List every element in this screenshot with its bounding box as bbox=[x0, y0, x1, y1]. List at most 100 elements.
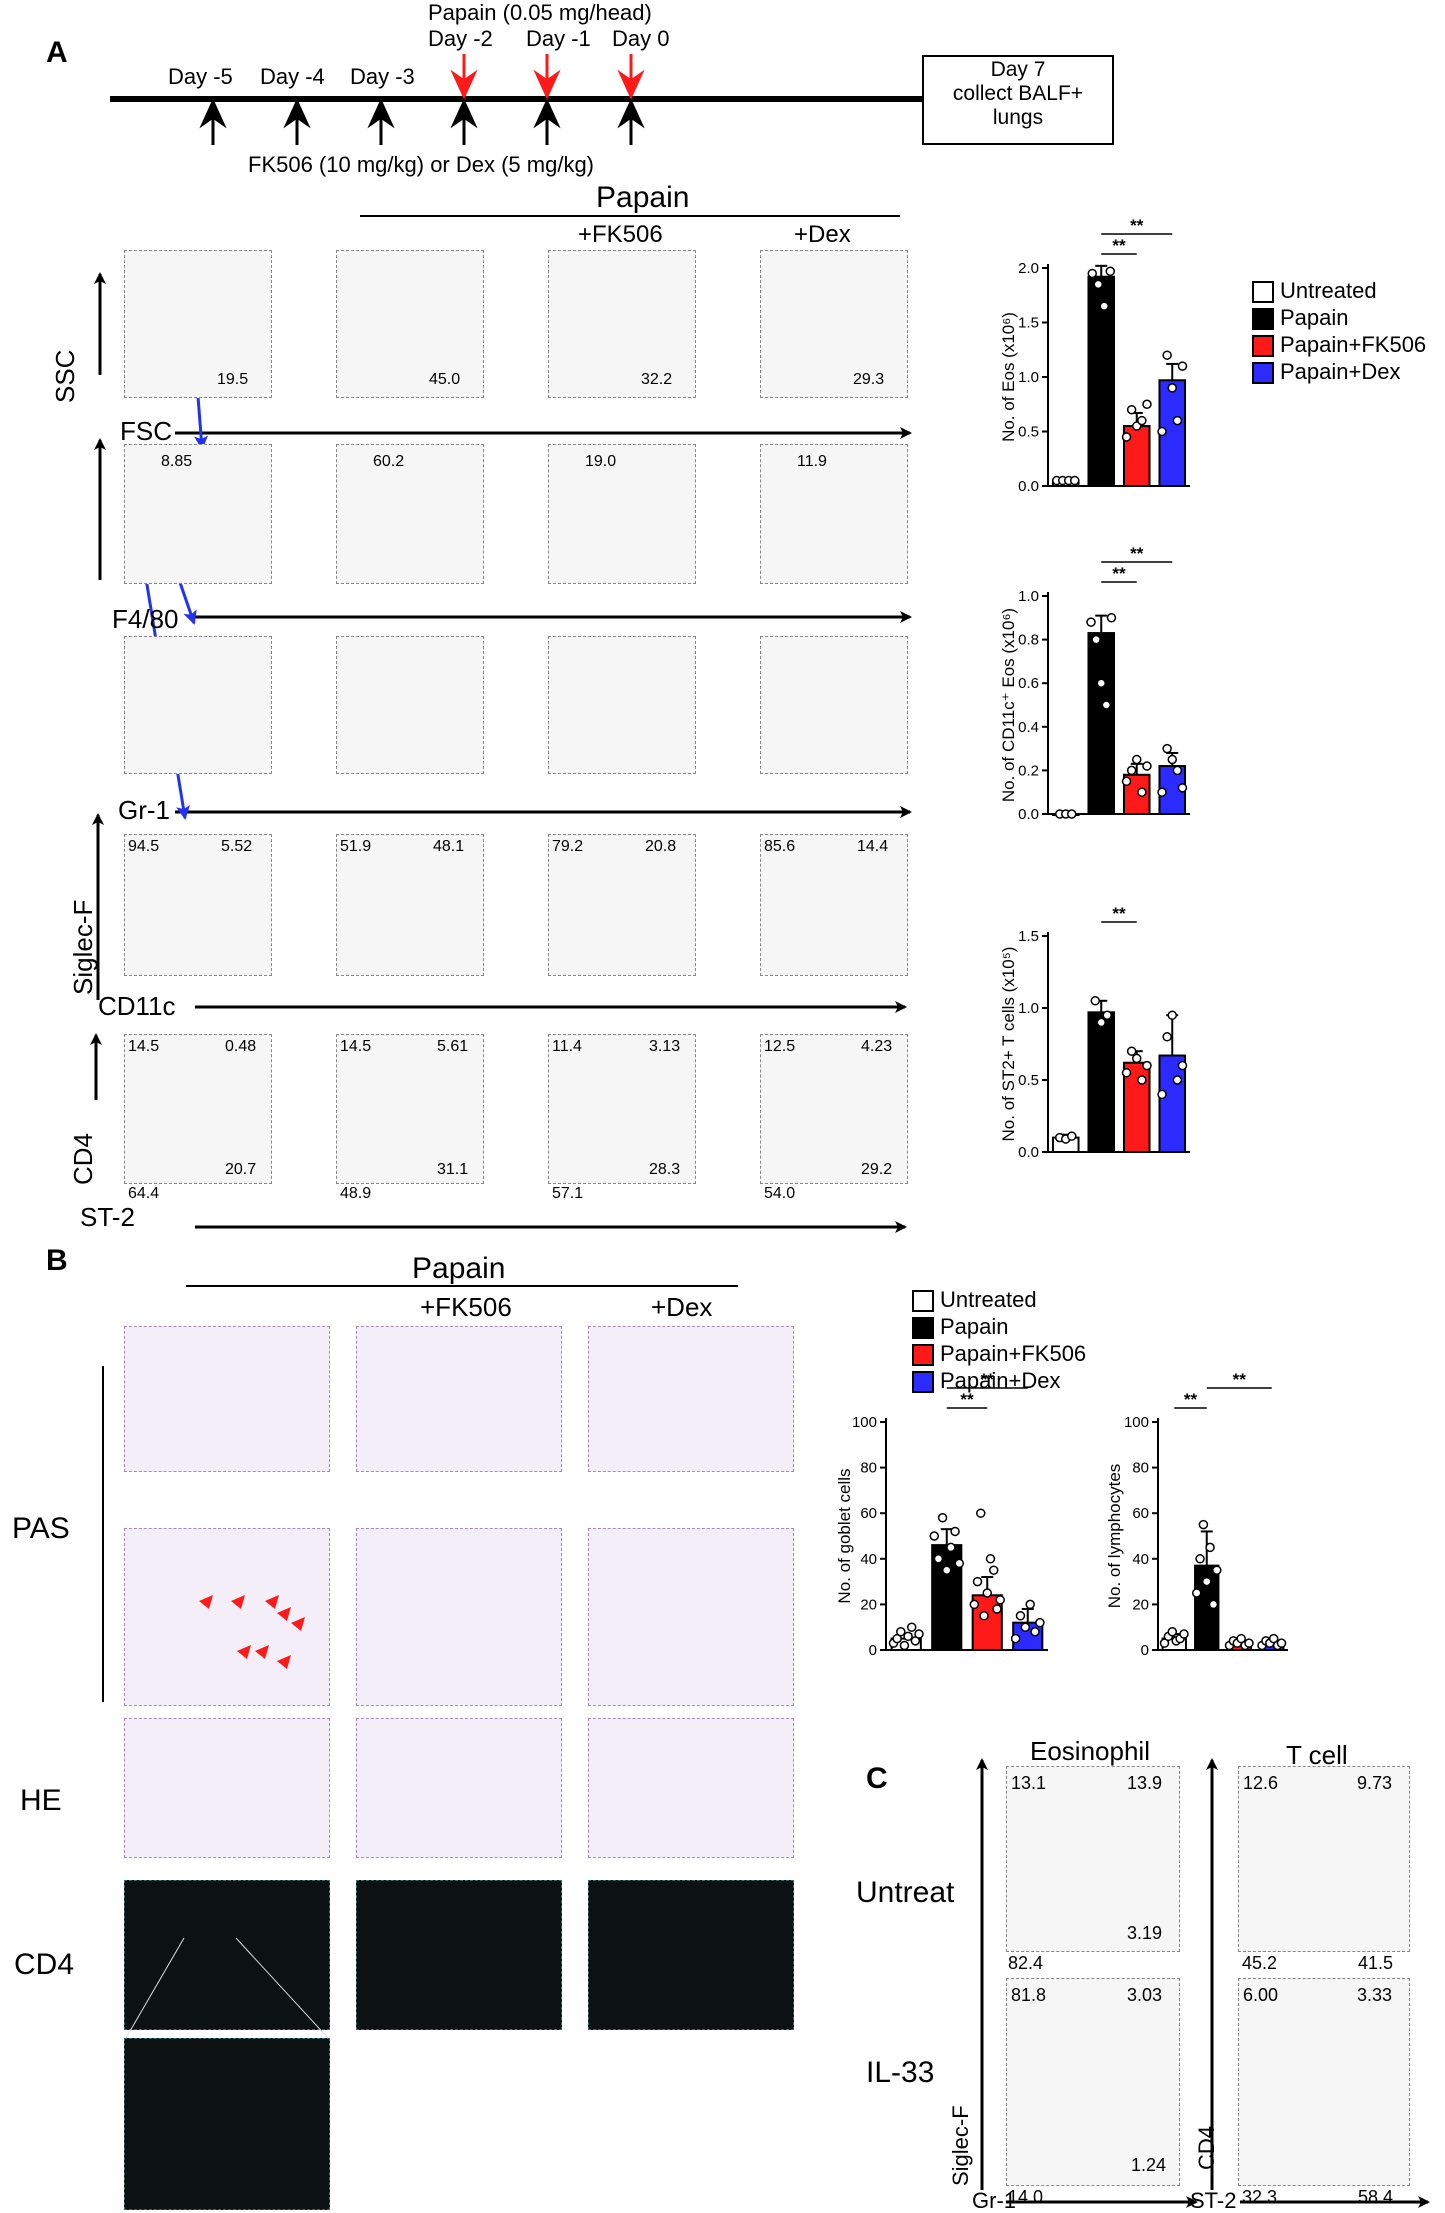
data-point bbox=[1177, 783, 1188, 793]
panel-a-letter: A bbox=[46, 36, 68, 69]
quadrant-ur: 9.73 bbox=[1357, 1773, 1393, 1793]
quadrant-ll-fk506: 57.1 bbox=[552, 1185, 584, 1202]
y-tick-label: 0.4 bbox=[1018, 719, 1039, 736]
quadrant-ul: 13.1 bbox=[1011, 1773, 1047, 1793]
significance-label: ** bbox=[1112, 564, 1126, 583]
gate-value: 8.85 bbox=[161, 453, 193, 470]
legend-label: Papain+Dex bbox=[1280, 359, 1401, 384]
quadrant-ul: 12.6 bbox=[1243, 1773, 1279, 1793]
y-axis-label: No. of lymphocytes bbox=[1105, 1464, 1124, 1609]
flow-plot-a3-papain bbox=[336, 636, 484, 774]
timeline-day-0: Day 0 bbox=[612, 26, 670, 51]
a-header-underline bbox=[360, 215, 900, 217]
data-point bbox=[979, 1611, 989, 1621]
quadrant-lr: 20.7 bbox=[225, 1161, 257, 1178]
y-tick-label: 0 bbox=[869, 1642, 877, 1659]
zoom-guide-lines bbox=[125, 1937, 329, 2039]
c-title-tcell: T cell bbox=[1286, 1740, 1348, 1770]
data-point bbox=[1025, 1599, 1035, 1610]
y-tick-label: 2.0 bbox=[1018, 260, 1039, 277]
flow-plot-c-t-il33: 6.00 3.33 bbox=[1238, 1978, 1410, 2186]
quadrant-ll-papain: 48.9 bbox=[340, 1185, 372, 1202]
b-header-fk506: +FK506 bbox=[420, 1292, 512, 1322]
timeline-day-minus3: Day -3 bbox=[350, 64, 415, 89]
a-header-papain: Papain bbox=[596, 181, 690, 214]
quadrant-ul: 85.6 bbox=[764, 838, 796, 855]
legend-label: Papain bbox=[940, 1314, 1009, 1339]
data-point bbox=[1126, 765, 1137, 776]
bar-papain-dex bbox=[1158, 1054, 1187, 1154]
flow-plot-a3-dex bbox=[760, 636, 908, 774]
y-tick-label: 0.0 bbox=[1018, 478, 1039, 495]
flow-plot-a4-untreated: 94.5 5.52 bbox=[124, 834, 272, 976]
quadrant-lr: 29.2 bbox=[861, 1161, 893, 1178]
histology-he-dex bbox=[588, 1718, 794, 1858]
data-point bbox=[988, 1565, 999, 1575]
quadrant-ur: 4.23 bbox=[861, 1038, 893, 1055]
flow-plot-a4-dex: 85.6 14.4 bbox=[760, 834, 908, 976]
y-tick-label: 0.5 bbox=[1018, 424, 1039, 441]
gate-value: 19.5 bbox=[217, 371, 249, 388]
data-point bbox=[933, 1554, 944, 1564]
data-point bbox=[1132, 1053, 1142, 1064]
significance-label: ** bbox=[1184, 1390, 1198, 1409]
c-title-eosinophil: Eosinophil bbox=[1030, 1736, 1150, 1766]
y-tick-label: 0.0 bbox=[1018, 1144, 1039, 1161]
a-label-f480: F4/80 bbox=[112, 604, 179, 634]
data-point bbox=[906, 1622, 917, 1632]
flow-plot-a3-fk506 bbox=[548, 636, 696, 774]
data-point bbox=[1010, 1633, 1021, 1644]
significance-label: ** bbox=[1112, 904, 1126, 923]
a-label-fsc: FSC bbox=[120, 416, 172, 446]
legend-swatch-untreated bbox=[912, 1290, 934, 1312]
histology-pas-high-dex bbox=[588, 1528, 794, 1706]
quadrant-ur: 5.52 bbox=[221, 838, 253, 855]
quadrant-lr: 3.19 bbox=[1127, 1923, 1163, 1943]
legend-swatch-fk506 bbox=[912, 1344, 934, 1366]
data-point bbox=[1268, 1633, 1279, 1644]
data-point bbox=[1126, 404, 1137, 415]
data-point bbox=[1167, 754, 1177, 765]
flow-plot-a1-fk506: 32.2 bbox=[548, 250, 696, 398]
quadrant-ll-dex: 54.0 bbox=[764, 1185, 796, 1202]
data-point bbox=[1096, 678, 1106, 688]
quadrant-ur: 13.9 bbox=[1127, 1773, 1163, 1793]
a-header-dex: +Dex bbox=[794, 221, 851, 248]
legend-label: Papain+FK506 bbox=[1280, 332, 1427, 357]
data-point bbox=[1157, 426, 1167, 437]
data-point bbox=[1121, 1068, 1132, 1078]
goblet-cell-arrowheads bbox=[199, 1595, 305, 1669]
y-tick-label: 0.6 bbox=[1018, 675, 1039, 692]
b-header-underline bbox=[186, 1285, 738, 1287]
bar-papain bbox=[1087, 275, 1116, 487]
histology-pas-low-papain bbox=[124, 1326, 330, 1472]
data-point bbox=[946, 1542, 956, 1553]
gate-value: 11.9 bbox=[797, 453, 827, 470]
data-point bbox=[950, 1526, 960, 1537]
quadrant-ll-untreated: 64.4 bbox=[128, 1185, 160, 1202]
legend-label: Papain+Dex bbox=[940, 1368, 1061, 1393]
gate-value: 45.0 bbox=[429, 371, 461, 388]
legend-swatch-untreated bbox=[1252, 281, 1274, 303]
legend-swatch-dex bbox=[912, 1371, 934, 1393]
legend-label: Papain bbox=[1280, 305, 1349, 330]
y-tick-label: 100 bbox=[1124, 1414, 1149, 1431]
y-tick-label: 1.0 bbox=[1018, 1000, 1039, 1017]
data-point bbox=[1137, 1075, 1147, 1085]
b-row-label-cd4: CD4 bbox=[14, 1948, 75, 1981]
data-point bbox=[1121, 432, 1132, 442]
data-point bbox=[1172, 765, 1183, 776]
a-label-cd11c: CD11c bbox=[98, 991, 176, 1021]
data-point bbox=[1126, 1046, 1137, 1056]
significance-label: ** bbox=[1130, 544, 1144, 563]
timeline-drug-label: FK506 (10 mg/kg) or Dex (5 mg/kg) bbox=[248, 152, 595, 177]
data-point bbox=[1093, 279, 1103, 290]
y-tick-label: 40 bbox=[860, 1551, 877, 1568]
quadrant-lr: 28.3 bbox=[649, 1161, 681, 1178]
gate-value: 32.2 bbox=[641, 371, 673, 388]
flow-plot-a3-untreated bbox=[124, 636, 272, 774]
y-tick-label: 0.8 bbox=[1018, 632, 1039, 649]
quadrant-ul: 12.5 bbox=[764, 1038, 796, 1055]
y-tick-label: 0 bbox=[1141, 1642, 1149, 1659]
